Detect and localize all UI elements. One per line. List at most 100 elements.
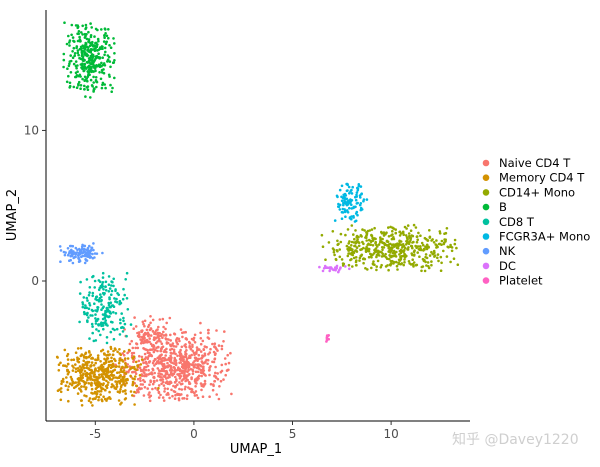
data-point bbox=[162, 399, 166, 402]
legend-swatch bbox=[482, 159, 490, 167]
data-point bbox=[111, 86, 114, 90]
data-point bbox=[202, 369, 206, 372]
data-point bbox=[97, 395, 101, 399]
data-point bbox=[78, 320, 81, 324]
data-point bbox=[104, 359, 108, 363]
data-point bbox=[216, 377, 220, 381]
data-point bbox=[56, 389, 60, 393]
data-point bbox=[332, 248, 336, 252]
data-point bbox=[117, 361, 121, 365]
data-point bbox=[131, 394, 134, 397]
data-point bbox=[94, 317, 97, 320]
data-point bbox=[107, 364, 111, 368]
data-point bbox=[142, 361, 145, 365]
data-point bbox=[188, 344, 191, 348]
data-point bbox=[110, 284, 113, 287]
data-point bbox=[184, 353, 188, 357]
data-point bbox=[200, 374, 203, 378]
data-point bbox=[359, 202, 363, 205]
data-point bbox=[211, 342, 214, 346]
data-point bbox=[106, 357, 110, 360]
data-point bbox=[153, 332, 156, 336]
watermark-text: 知乎 @Davey1220 bbox=[452, 431, 579, 448]
data-point bbox=[116, 390, 120, 394]
data-point bbox=[431, 252, 435, 256]
data-point bbox=[212, 360, 216, 364]
data-point bbox=[411, 262, 414, 266]
data-point bbox=[116, 292, 119, 295]
data-point bbox=[101, 377, 105, 381]
data-point bbox=[401, 230, 405, 234]
data-point bbox=[86, 65, 90, 69]
data-point bbox=[184, 379, 187, 383]
data-point bbox=[97, 52, 100, 55]
data-point bbox=[193, 366, 197, 369]
data-point bbox=[382, 231, 386, 234]
data-point bbox=[108, 375, 111, 379]
data-point bbox=[73, 40, 76, 43]
data-point bbox=[354, 198, 358, 202]
data-point bbox=[108, 396, 111, 399]
data-point bbox=[149, 342, 153, 346]
data-point bbox=[348, 206, 351, 210]
data-point bbox=[110, 280, 113, 283]
data-point bbox=[91, 378, 94, 382]
data-point bbox=[126, 357, 130, 360]
data-point bbox=[418, 248, 422, 252]
data-point bbox=[133, 365, 136, 369]
data-point bbox=[199, 331, 202, 335]
data-point bbox=[84, 95, 87, 98]
data-point bbox=[359, 254, 363, 258]
data-point bbox=[158, 375, 162, 379]
data-point bbox=[176, 354, 179, 358]
data-point bbox=[113, 52, 116, 55]
data-point bbox=[148, 328, 152, 332]
data-point bbox=[371, 244, 375, 247]
data-point bbox=[134, 346, 137, 350]
data-point bbox=[68, 62, 71, 65]
data-point bbox=[346, 189, 349, 192]
series-nk bbox=[58, 242, 104, 265]
data-point bbox=[157, 396, 161, 399]
data-point bbox=[65, 80, 69, 84]
data-point bbox=[112, 284, 115, 288]
data-point bbox=[118, 348, 121, 351]
data-point bbox=[71, 50, 74, 53]
data-point bbox=[194, 358, 198, 362]
data-point bbox=[83, 62, 87, 66]
data-point bbox=[82, 372, 85, 376]
data-point bbox=[416, 238, 420, 241]
data-point bbox=[166, 361, 169, 365]
data-point bbox=[104, 280, 108, 284]
data-point bbox=[196, 396, 200, 400]
data-point bbox=[95, 318, 98, 322]
data-point bbox=[112, 337, 116, 341]
data-point bbox=[89, 78, 93, 82]
data-point bbox=[136, 346, 140, 350]
data-point bbox=[188, 382, 192, 385]
data-point bbox=[197, 348, 200, 351]
data-point bbox=[338, 255, 342, 259]
data-point bbox=[81, 33, 84, 36]
data-point bbox=[107, 283, 111, 287]
data-point bbox=[100, 298, 103, 302]
data-point bbox=[108, 75, 111, 78]
data-point bbox=[89, 47, 93, 51]
data-point bbox=[143, 324, 146, 328]
data-point bbox=[154, 358, 157, 361]
data-point bbox=[157, 372, 160, 375]
data-point bbox=[147, 334, 150, 338]
data-point bbox=[139, 376, 142, 380]
data-point bbox=[95, 309, 99, 313]
data-point bbox=[100, 321, 103, 325]
data-point bbox=[91, 397, 95, 401]
data-point bbox=[368, 229, 372, 232]
data-point bbox=[212, 384, 215, 388]
data-point bbox=[88, 351, 91, 354]
data-point bbox=[102, 362, 106, 365]
data-point bbox=[68, 81, 72, 85]
data-point bbox=[446, 245, 450, 249]
data-point bbox=[449, 260, 452, 264]
data-point bbox=[135, 384, 138, 388]
data-point bbox=[346, 183, 350, 187]
